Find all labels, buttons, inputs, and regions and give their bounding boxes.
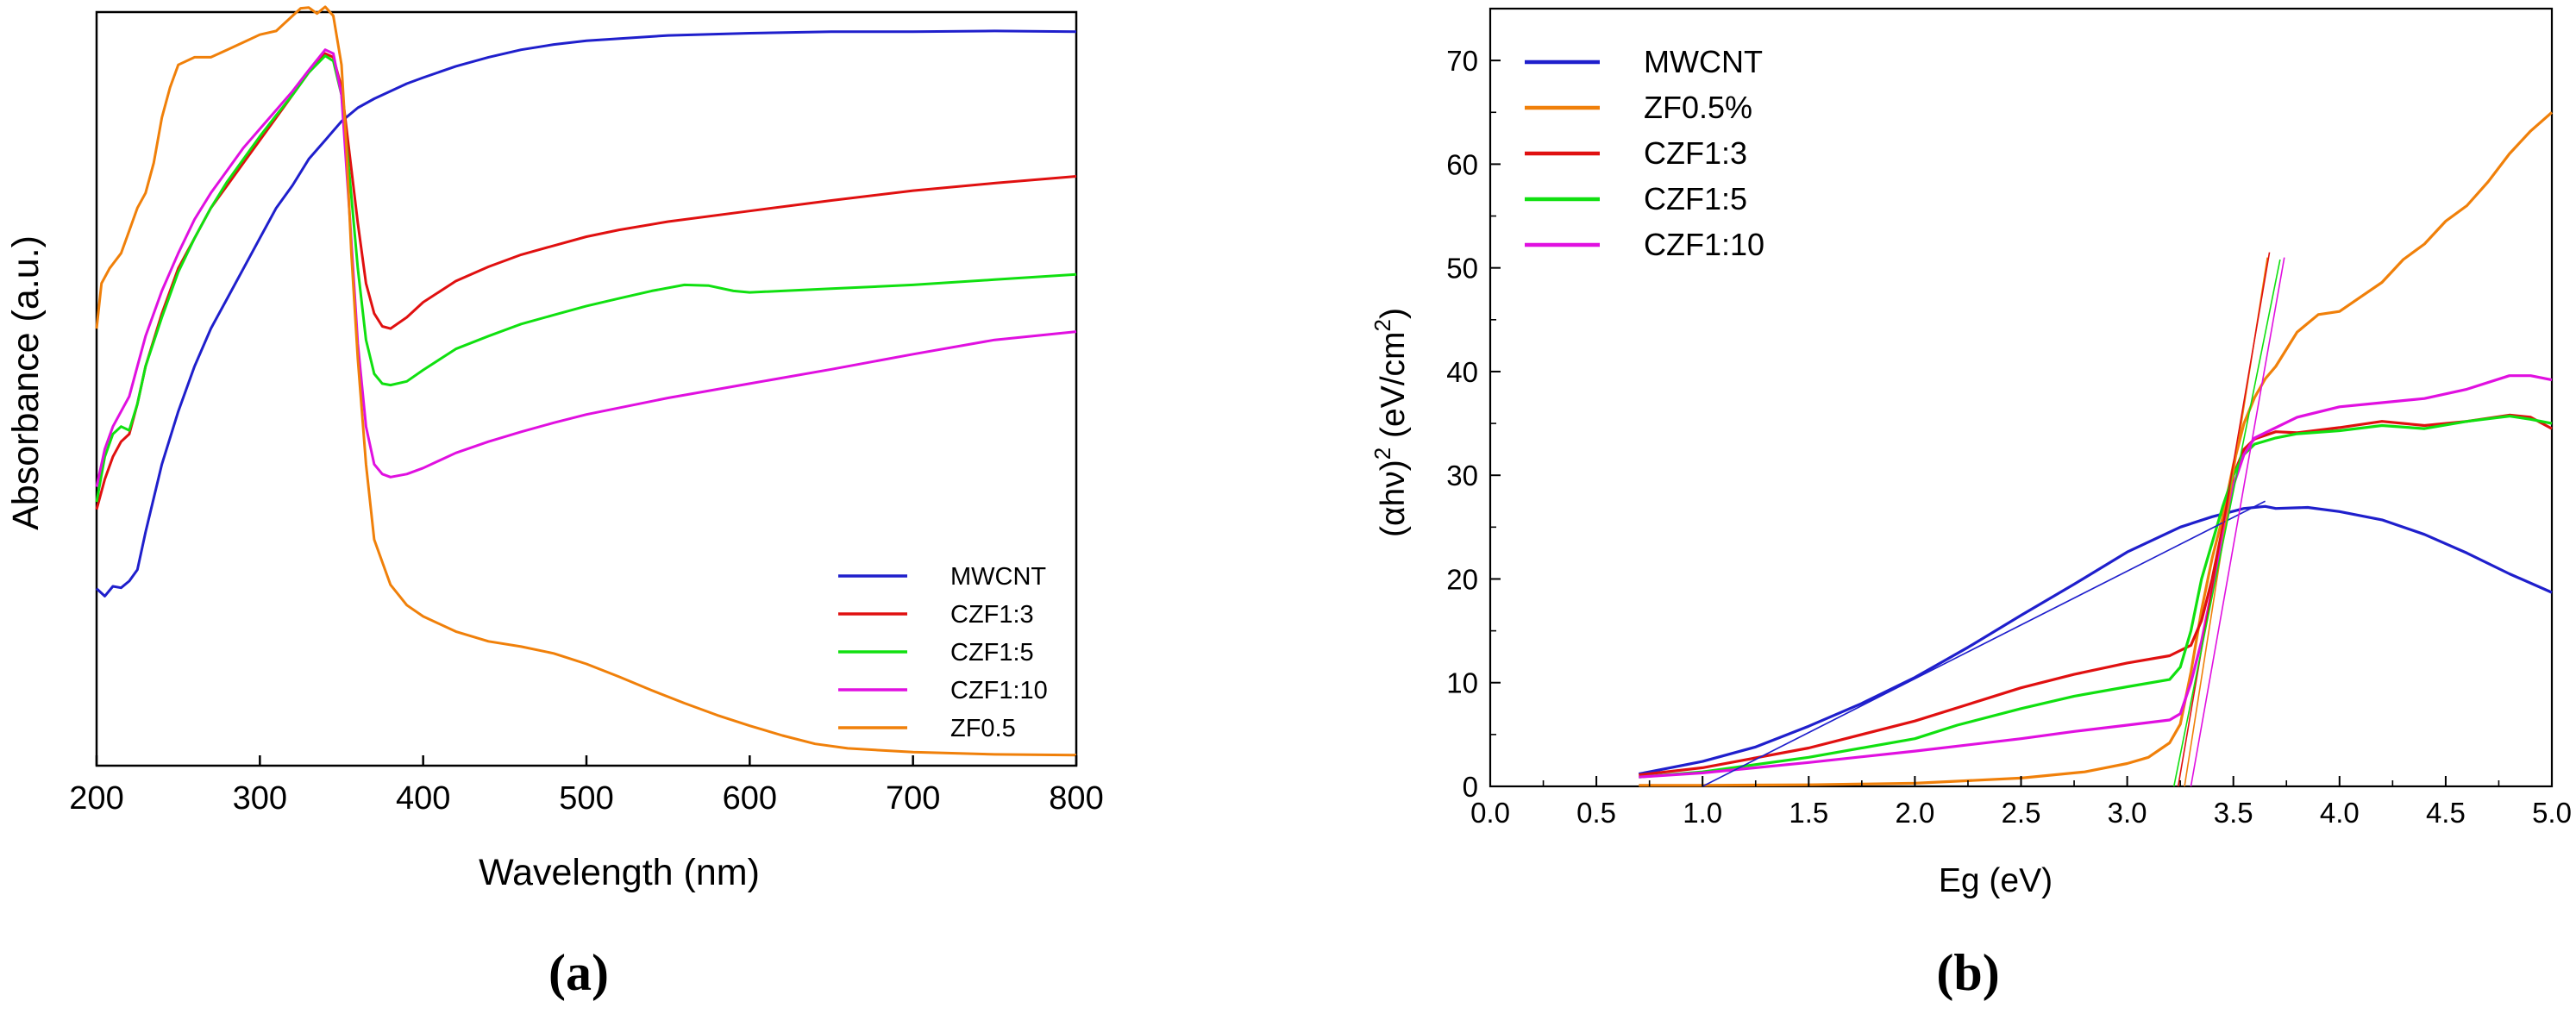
chart-a-series-czf1-5 (95, 54, 1077, 503)
chart-b-legend-label: CZF1:10 (1644, 227, 1764, 262)
chart-b-series-zf0-5 (1639, 111, 2554, 787)
chart-a-series-zf0-5 (95, 5, 1077, 757)
chart-b-series-czf1-5 (1639, 415, 2553, 779)
chart-a-series-czf1-10 (95, 48, 1077, 487)
chart-a-frame (95, 10, 1078, 767)
chart-a-series-mwcnt (95, 29, 1077, 598)
chart-b-series-czf1-3 (1639, 413, 2553, 777)
chart-a-legend-label: CZF1:3 (950, 601, 1034, 629)
chart-a-series-czf1-3 (95, 52, 1077, 510)
chart-b-legend-label: CZF1:5 (1644, 181, 1747, 216)
chart-b-x-axis-label: Eg (eV) (1939, 862, 2053, 899)
chart-b-legend: MWCNT ZF0.5% CZF1:3 CZF1:5 CZF1:10 (1525, 44, 1764, 262)
chart-b-frame (1489, 7, 2554, 788)
chart-a-legend-label: ZF0.5 (950, 715, 1016, 742)
chart-b-series-czf1-10 (1639, 374, 2553, 779)
chart-b-y-tick-label: 10 (1446, 667, 1478, 699)
chart-b-x-tick-label: 2.0 (1895, 797, 1934, 829)
chart-a-x-axis-label: Wavelength (nm) (479, 852, 760, 893)
chart-a-plot-area (95, 5, 1078, 767)
chart-a-legend: MWCNT CZF1:3 CZF1:5 CZF1:10 ZF0.5 (838, 563, 1048, 742)
chart-a-x-tick-label: 700 (886, 780, 940, 817)
chart-a-y-axis-label: Absorbance (a.u.) (5, 235, 47, 530)
chart-a-panel-label: (a) (548, 944, 609, 1001)
chart-b-x-tick-label: 2.5 (2002, 797, 2041, 829)
chart-b-x-tick-label: 4.5 (2426, 797, 2466, 829)
chart-b-fit-line-czf1-3-fit (2177, 252, 2271, 787)
chart-a-x-tick-label: 200 (69, 780, 123, 817)
chart-b: 0.0 0.5 1.0 1.5 2.0 2.5 3.0 3.5 4.0 4.5 5.0 0 10 20 30… (1369, 7, 2572, 1001)
chart-b-panel-label: (b) (1936, 944, 1999, 1001)
chart-b-y-tick-label: 70 (1446, 45, 1478, 77)
chart-b-legend-label: CZF1:3 (1644, 135, 1747, 171)
chart-b-x-tick-label: 1.5 (1789, 797, 1828, 829)
chart-b-y-tick-label: 40 (1446, 356, 1478, 388)
chart-b-y-tick-label: 50 (1446, 253, 1478, 285)
chart-b-x-tick-label: 1.0 (1683, 797, 1722, 829)
chart-b-y-tick-label: 30 (1446, 460, 1478, 491)
chart-b-legend-label: ZF0.5% (1644, 90, 1752, 125)
chart-b-y-axis-label: (αhν)2 (eV/cm2) (1369, 308, 1412, 537)
chart-b-legend-label: MWCNT (1644, 44, 1763, 79)
chart-b-y-tick-label: 60 (1446, 148, 1478, 180)
chart-b-x-tick-label: 3.5 (2214, 797, 2253, 829)
chart-b-y-tick-label: 20 (1446, 563, 1478, 595)
chart-a-legend-label: CZF1:5 (950, 639, 1034, 667)
chart-a-legend-label: CZF1:10 (950, 677, 1048, 704)
chart-b-y-tick-label: 0 (1463, 771, 1478, 803)
chart-b-series-mwcnt (1638, 504, 2553, 776)
chart-b-x-tick-label: 3.0 (2108, 797, 2147, 829)
chart-a-x-ticks: 200 300 400 500 600 700 800 (69, 755, 1104, 817)
chart-b-plot-area (1489, 7, 2554, 788)
chart-b-ticks: 0.0 0.5 1.0 1.5 2.0 2.5 3.0 3.5 4.0 4.5 5.0 0 10 20 30… (1446, 8, 2572, 829)
chart-a: 200 300 400 500 600 700 800 MWCNT CZF1:3 CZF1:5 C… (5, 5, 1104, 1001)
chart-a-x-tick-label: 400 (396, 780, 450, 817)
chart-a-x-tick-label: 300 (233, 780, 287, 817)
chart-a-x-tick-label: 600 (723, 780, 777, 817)
chart-b-x-tick-label: 0.5 (1576, 797, 1616, 829)
chart-b-fit-line-czf1-10-fit (2190, 257, 2285, 787)
chart-a-x-tick-label: 800 (1049, 780, 1103, 817)
chart-a-legend-label: MWCNT (950, 563, 1046, 591)
chart-b-fit-line-czf1-5-fit (2172, 259, 2281, 787)
chart-b-fit-line-mwcnt-fit (1702, 500, 2266, 787)
chart-a-x-tick-label: 500 (559, 780, 613, 817)
chart-b-x-tick-label: 4.0 (2320, 797, 2360, 829)
chart-b-x-tick-label: 0.0 (1470, 797, 1510, 829)
chart-b-x-tick-label: 5.0 (2532, 797, 2572, 829)
